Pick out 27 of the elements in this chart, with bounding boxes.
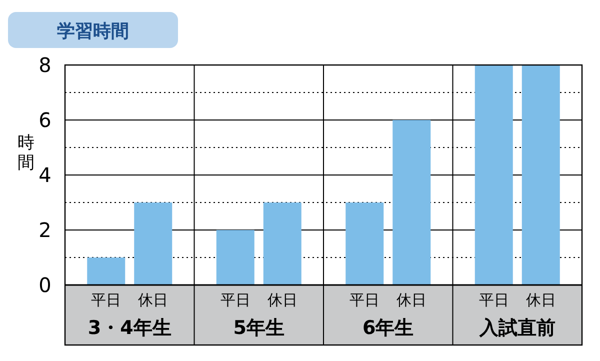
bar [474,65,513,285]
text: 平日 [220,291,250,309]
text: 休日 [267,291,298,309]
series-label: 平日 [91,291,122,309]
bar [392,120,431,285]
bar [216,230,254,285]
text: 休日 [396,291,427,309]
text: 平日 [478,291,509,309]
series-label: 休日 [138,291,168,309]
y-axis-title: 時間 [18,133,34,173]
bar [134,202,172,285]
x-tick-label: 5年生 [233,317,284,339]
bar [346,202,384,285]
y-tick-label: 6 [38,108,52,132]
x-tick-label: 3・4年生 [88,317,172,339]
y-tick-label: 4 [38,163,52,187]
x-tick-label: 入試直前 [478,317,556,339]
x-tick-label: 6年生 [362,317,414,339]
y-tick-label: 0 [38,273,52,297]
y-tick-label: 8 [38,53,52,77]
bar [522,65,560,285]
bar [87,258,126,285]
text: 平日 [350,291,380,309]
text: 休日 [526,291,556,309]
bar [263,202,302,285]
y-tick-label: 2 [38,218,52,242]
chart-title: 学習時間 [57,21,129,42]
